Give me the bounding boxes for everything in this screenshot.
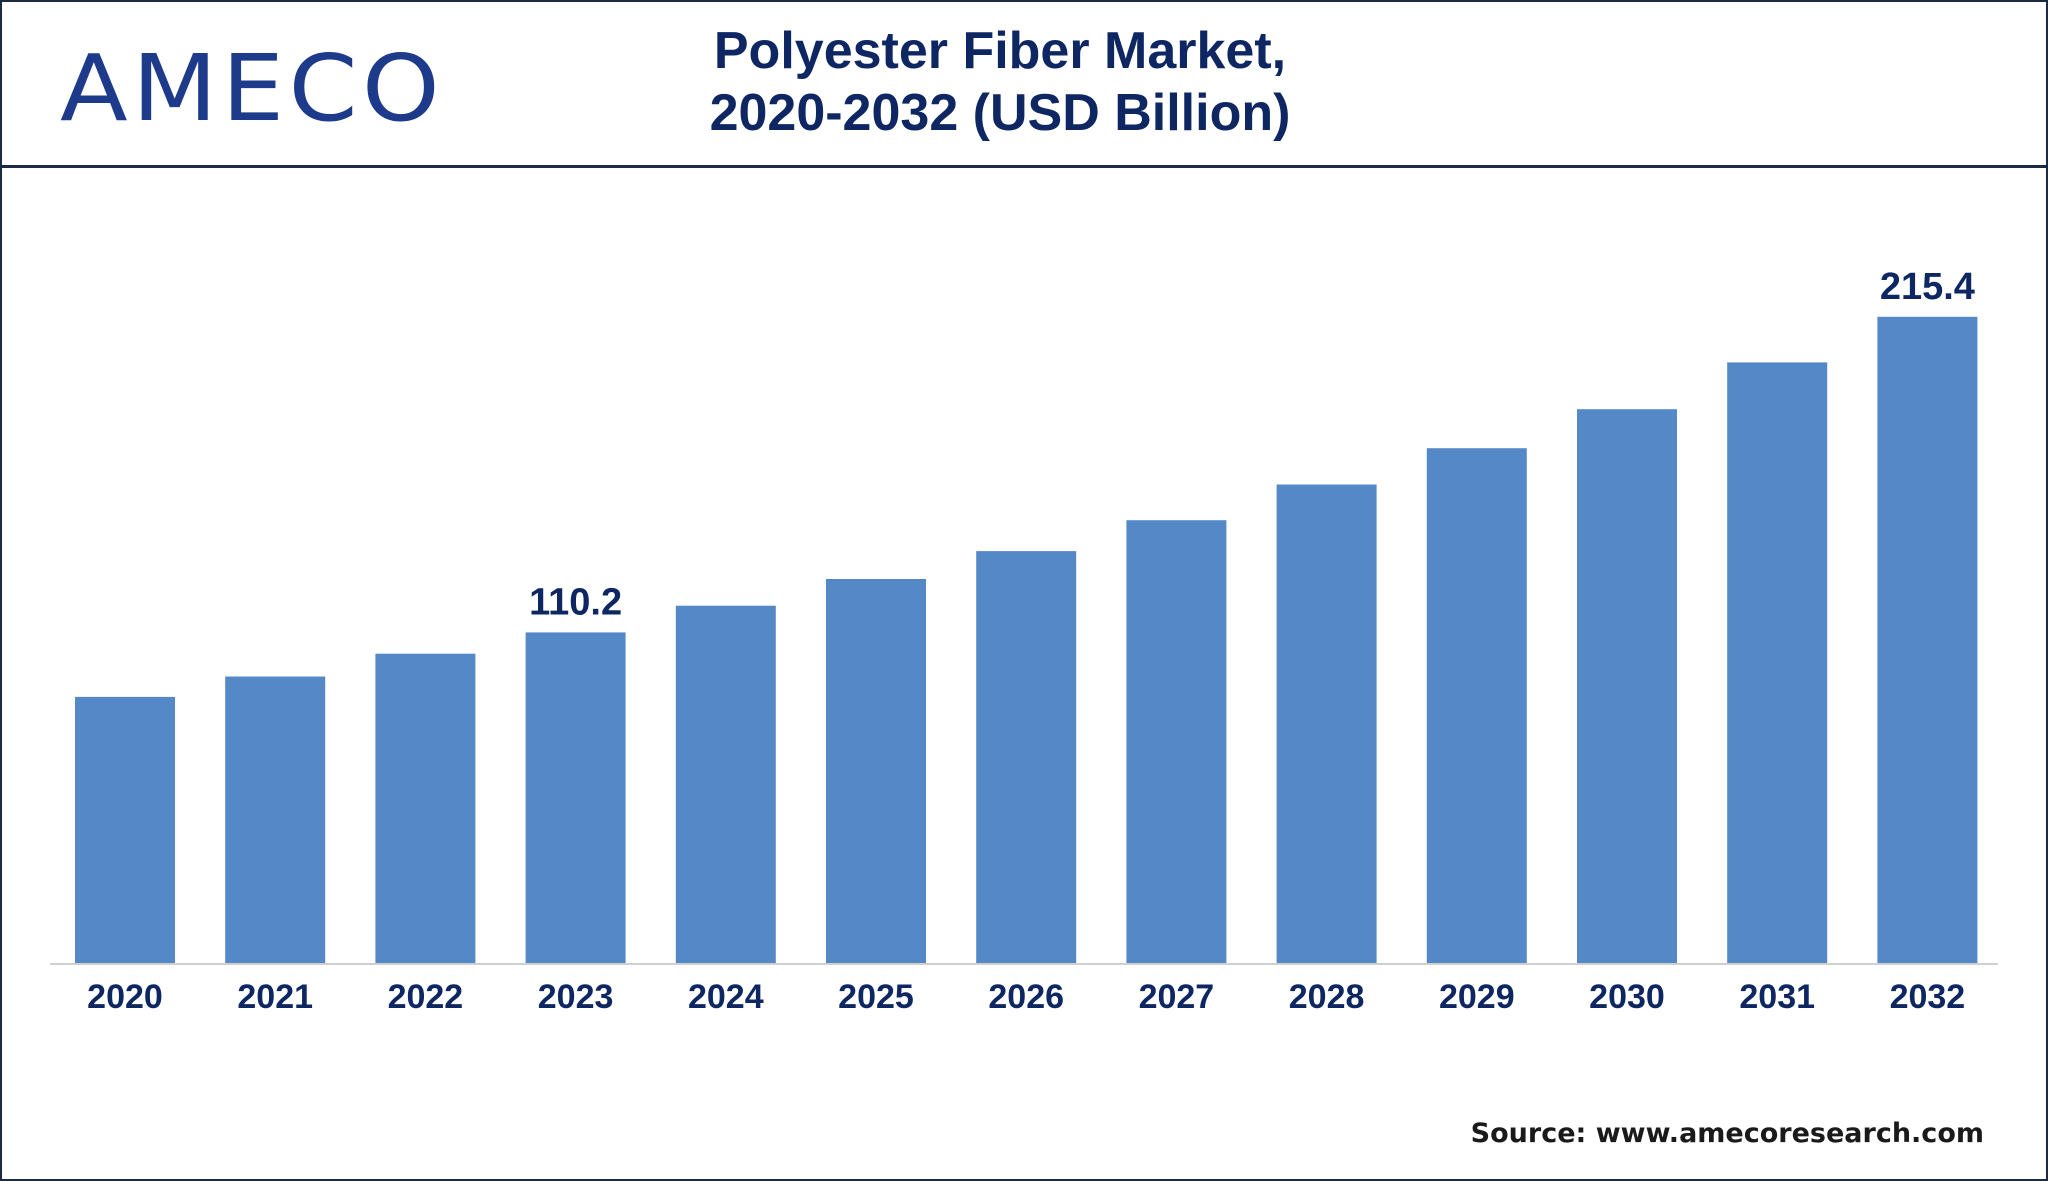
- chart-title: Polyester Fiber Market, 2020-2032 (USD B…: [560, 20, 1440, 144]
- x-tick-label-2030: 2030: [1589, 978, 1665, 1016]
- bar-2032: [1877, 316, 1978, 963]
- bar-2024: [675, 605, 776, 963]
- x-tick-label-2024: 2024: [688, 978, 764, 1016]
- x-tick-label-2023: 2023: [538, 978, 614, 1016]
- bar-chart-svg: 2020 2021 2022 2023 2024 2025 2026 2027 2028 2029…: [50, 266, 1998, 1016]
- data-label-2023: 110.2: [529, 581, 622, 623]
- x-tick-label-2027: 2027: [1139, 978, 1215, 1016]
- source-credit: Source: www.amecoresearch.com: [1470, 1118, 1984, 1149]
- bar-2025: [826, 579, 926, 963]
- data-label-2032: 215.4: [1880, 266, 1975, 308]
- bar-2026: [976, 551, 1077, 963]
- header: AMECO Polyester Fiber Market, 2020-2032 …: [0, 0, 2048, 168]
- bar-2029: [1426, 448, 1527, 963]
- ameco-logo: AMECO: [58, 40, 448, 130]
- chart-title-line-2: 2020-2032 (USD Billion): [709, 84, 1291, 142]
- x-tick-label-2032: 2032: [1890, 978, 1966, 1016]
- bar-2023: [525, 632, 626, 963]
- x-tick-label-2026: 2026: [988, 978, 1064, 1016]
- x-tick-label-2025: 2025: [838, 978, 914, 1016]
- bar-2022: [375, 653, 476, 963]
- x-tick-label-2022: 2022: [388, 978, 464, 1016]
- ameco-logo-graphic: AMECO: [60, 40, 444, 130]
- x-tick-label-2029: 2029: [1439, 978, 1515, 1016]
- bar-2021: [225, 676, 326, 963]
- x-tick-label-2031: 2031: [1739, 978, 1815, 1016]
- x-tick-label-2020: 2020: [87, 978, 163, 1016]
- bar-chart: 2020 2021 2022 2023 2024 2025 2026 2027 2028 2029…: [0, 170, 2048, 1070]
- chart-title-line-1: Polyester Fiber Market,: [713, 22, 1287, 80]
- bar-2027: [1126, 520, 1227, 963]
- bar-2020: [75, 696, 175, 963]
- svg-text:AMECO: AMECO: [60, 40, 444, 130]
- bar-2028: [1276, 484, 1377, 963]
- x-tick-label-2021: 2021: [237, 978, 313, 1016]
- x-tick-label-2028: 2028: [1289, 978, 1365, 1016]
- bar-2030: [1577, 409, 1677, 963]
- bar-2031: [1727, 362, 1828, 963]
